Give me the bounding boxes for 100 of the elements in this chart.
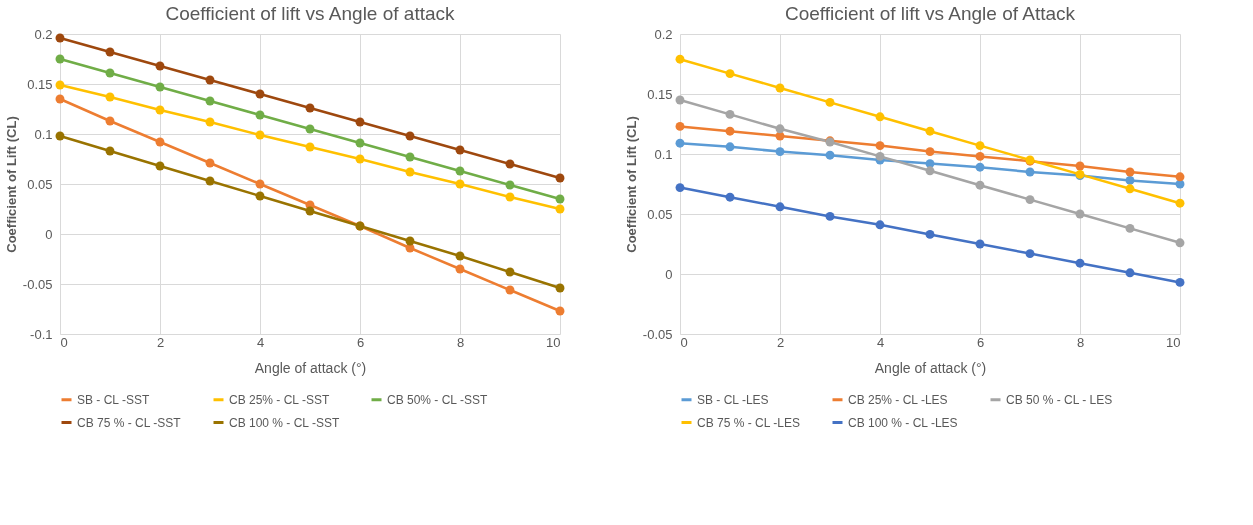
- point: [555, 194, 565, 204]
- legend-label: CB 50% - CL -SST: [387, 392, 488, 407]
- point: [505, 180, 515, 190]
- point: [155, 161, 165, 171]
- point: [255, 89, 265, 99]
- legend-label: CB 50 % - CL - LES: [1006, 392, 1113, 407]
- y-tick-label: 0.15: [27, 76, 53, 92]
- point: [255, 191, 265, 201]
- point: [775, 147, 785, 157]
- point: [1175, 198, 1185, 208]
- point: [975, 180, 985, 190]
- point: [975, 239, 985, 249]
- point: [825, 97, 835, 107]
- point: [1125, 184, 1135, 194]
- point: [505, 267, 515, 277]
- point: [555, 306, 565, 316]
- point: [355, 138, 365, 148]
- point: [925, 166, 935, 176]
- legend-label: CB 75 % - CL -SST: [77, 415, 182, 430]
- legend-label: SB - CL -LES: [697, 392, 769, 407]
- point: [455, 166, 465, 176]
- y-tick-label: 0.05: [647, 206, 673, 222]
- point: [675, 95, 685, 105]
- point: [255, 179, 265, 189]
- point: [455, 145, 465, 155]
- point: [205, 158, 215, 168]
- point: [1175, 238, 1185, 248]
- point: [505, 285, 515, 295]
- point: [1125, 175, 1135, 185]
- x-tick-label: 8: [1076, 334, 1085, 350]
- point: [455, 251, 465, 261]
- point: [725, 109, 735, 119]
- point: [455, 179, 465, 189]
- point: [925, 229, 935, 239]
- point: [725, 69, 735, 79]
- x-axis-title: Angle of attack (°): [254, 359, 367, 376]
- point: [555, 283, 565, 293]
- x-tick-label: 4: [256, 334, 265, 350]
- x-tick-label: 8: [456, 334, 465, 350]
- point: [1075, 209, 1085, 219]
- point: [155, 82, 165, 92]
- y-tick-label: 0.2: [654, 26, 673, 42]
- x-tick-label: 6: [976, 334, 985, 350]
- point: [975, 162, 985, 172]
- point: [1075, 161, 1085, 171]
- point: [255, 130, 265, 140]
- point: [55, 80, 65, 90]
- y-axis-title: Coefficient of Lift (CL): [623, 116, 639, 253]
- point: [1125, 167, 1135, 177]
- y-tick-label: 0.2: [34, 26, 53, 42]
- point: [405, 152, 415, 162]
- point: [355, 117, 365, 127]
- point: [675, 121, 685, 131]
- point: [775, 202, 785, 212]
- y-tick-label: -0.1: [30, 326, 53, 342]
- point: [1175, 277, 1185, 287]
- point: [455, 264, 465, 274]
- y-tick-label: 0.1: [34, 126, 53, 142]
- point: [305, 206, 315, 216]
- point: [875, 141, 885, 151]
- point: [205, 117, 215, 127]
- x-tick-label: 2: [776, 334, 785, 350]
- point: [305, 124, 315, 134]
- point: [405, 236, 415, 246]
- point: [505, 159, 515, 169]
- point: [305, 142, 315, 152]
- point: [555, 173, 565, 183]
- point: [675, 183, 685, 193]
- y-tick-label: 0: [45, 226, 53, 242]
- point: [255, 110, 265, 120]
- legend-label: CB 25% - CL -SST: [229, 392, 330, 407]
- point: [405, 167, 415, 177]
- point: [875, 220, 885, 230]
- legend-label: CB 100 % - CL -LES: [848, 415, 958, 430]
- y-tick-label: 0.15: [647, 86, 673, 102]
- point: [825, 150, 835, 160]
- point: [1025, 167, 1035, 177]
- legend-label: CB 25% - CL -LES: [848, 392, 948, 407]
- legend-label: SB - CL -SST: [77, 392, 150, 407]
- point: [675, 138, 685, 148]
- point: [725, 192, 735, 202]
- point: [775, 83, 785, 93]
- x-tick-label: 0: [680, 334, 688, 350]
- point: [305, 103, 315, 113]
- point: [55, 54, 65, 64]
- point: [155, 137, 165, 147]
- x-tick-label: 4: [876, 334, 885, 350]
- point: [105, 47, 115, 57]
- point: [675, 54, 685, 64]
- legend-label: CB 100 % - CL -SST: [229, 415, 340, 430]
- chart-title: Coefficient of lift vs Angle of attack: [165, 3, 456, 24]
- point: [355, 154, 365, 164]
- point: [825, 211, 835, 221]
- point: [105, 92, 115, 102]
- y-tick-label: -0.05: [22, 276, 53, 292]
- legend-label: CB 75 % - CL -LES: [697, 415, 800, 430]
- point: [105, 68, 115, 78]
- point: [405, 131, 415, 141]
- x-tick-label: 10: [1166, 334, 1181, 350]
- point: [975, 141, 985, 151]
